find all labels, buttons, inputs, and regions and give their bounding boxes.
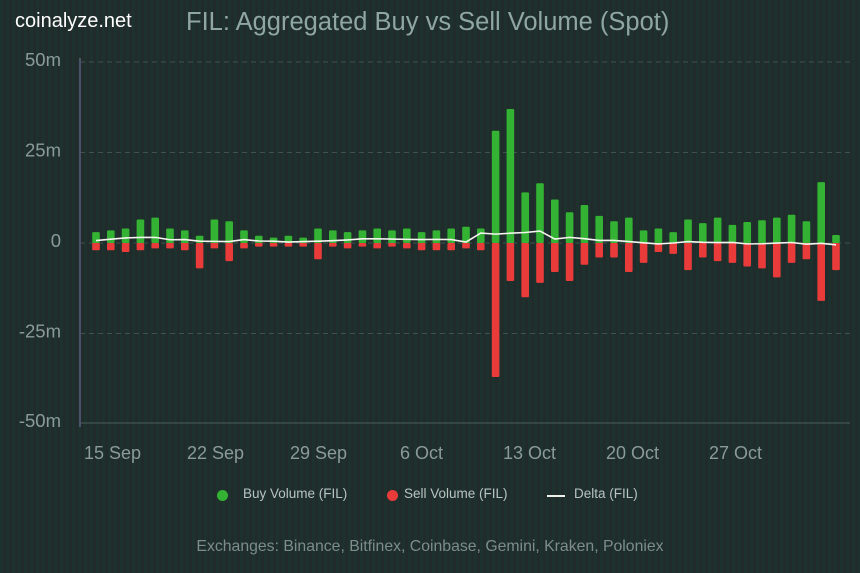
svg-text:25m: 25m (25, 140, 61, 161)
svg-text:20 Oct: 20 Oct (606, 443, 659, 463)
svg-text:50m: 50m (25, 49, 61, 70)
svg-text:6 Oct: 6 Oct (400, 443, 443, 463)
svg-text:-25m: -25m (19, 321, 61, 342)
svg-text:29 Sep: 29 Sep (290, 443, 347, 463)
svg-text:22 Sep: 22 Sep (187, 443, 244, 463)
svg-text:27 Oct: 27 Oct (709, 443, 762, 463)
svg-text:13 Oct: 13 Oct (503, 443, 556, 463)
svg-text:-50m: -50m (19, 410, 61, 431)
svg-text:0: 0 (51, 230, 61, 251)
svg-text:15 Sep: 15 Sep (84, 443, 141, 463)
